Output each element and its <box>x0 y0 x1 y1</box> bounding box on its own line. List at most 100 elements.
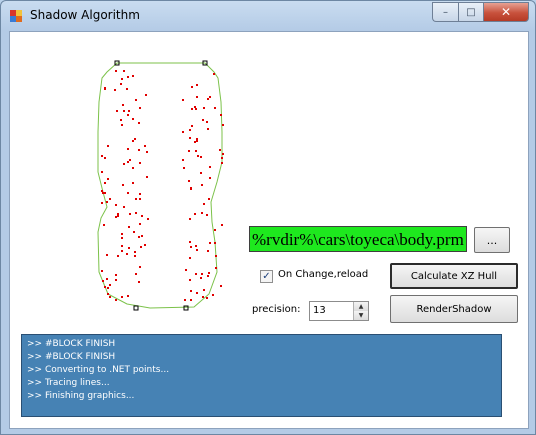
mesh-point <box>106 278 108 280</box>
mesh-point <box>129 213 131 215</box>
mesh-point <box>104 157 106 159</box>
spin-down-icon[interactable]: ▼ <box>354 311 368 320</box>
log-line: >> Finishing graphics... <box>27 390 501 403</box>
mesh-point <box>127 76 129 78</box>
mesh-point <box>109 198 111 200</box>
mesh-point <box>106 254 108 256</box>
mesh-point <box>190 188 192 190</box>
mesh-point <box>128 226 130 228</box>
mesh-point <box>138 122 140 124</box>
mesh-point <box>101 270 103 272</box>
mesh-point <box>200 172 202 174</box>
mesh-point <box>191 108 193 110</box>
mesh-point <box>132 167 134 169</box>
mesh-point <box>208 272 210 274</box>
mesh-point <box>139 162 141 164</box>
mesh-point <box>141 235 143 237</box>
mesh-point <box>128 247 130 249</box>
mesh-point <box>213 73 215 75</box>
mesh-point <box>126 253 128 255</box>
mesh-point <box>220 114 222 116</box>
mesh-point <box>206 121 208 123</box>
mesh-point <box>104 286 106 288</box>
mesh-point <box>140 246 142 248</box>
mesh-point <box>109 284 111 286</box>
mesh-point <box>144 145 146 147</box>
mesh-point <box>222 124 224 126</box>
mesh-point <box>104 192 106 194</box>
mesh-point <box>221 162 223 164</box>
mesh-point <box>139 198 141 200</box>
mesh-point <box>206 297 208 299</box>
mesh-point <box>207 250 209 252</box>
mesh-point <box>139 223 141 225</box>
mesh-point <box>138 149 140 151</box>
precision-spin[interactable]: ▲ ▼ <box>353 302 368 320</box>
mesh-point <box>132 75 134 77</box>
mesh-point <box>196 292 198 294</box>
mesh-point <box>194 213 196 215</box>
window-title: Shadow Algorithm <box>30 8 140 22</box>
mesh-point <box>189 218 191 220</box>
mesh-point <box>203 289 205 291</box>
mesh-point <box>123 206 125 208</box>
title-bar[interactable]: Shadow Algorithm – □ ✕ <box>1 1 535 31</box>
mesh-point <box>117 215 119 217</box>
mesh-point <box>128 110 130 112</box>
mesh-point <box>201 212 203 214</box>
browse-button[interactable]: ... <box>474 227 510 253</box>
mesh-point <box>196 96 198 98</box>
mesh-point <box>115 279 117 281</box>
file-path-display[interactable]: %rvdir%\cars\toyeca\body.prm <box>249 226 467 252</box>
mesh-point <box>127 192 129 194</box>
render-shadow-button[interactable]: RenderShadow <box>390 295 518 323</box>
log-line: >> #BLOCK FINISH <box>27 351 501 364</box>
mesh-point <box>189 137 191 139</box>
mesh-point <box>123 110 125 112</box>
mesh-point <box>188 150 190 152</box>
mesh-point <box>121 296 123 298</box>
mesh-point <box>121 245 123 247</box>
minimize-button[interactable]: – <box>432 2 458 22</box>
mesh-point <box>222 153 224 155</box>
mesh-point <box>121 233 123 235</box>
mesh-point <box>115 299 117 301</box>
reload-checkbox[interactable]: ✓ <box>260 270 273 283</box>
mesh-point <box>145 94 147 96</box>
mesh-point <box>101 171 103 173</box>
precision-value[interactable]: 13 <box>313 305 326 316</box>
mesh-point <box>191 86 193 88</box>
mesh-point <box>189 279 191 281</box>
log-line: >> Converting to .NET points... <box>27 364 501 377</box>
mesh-point <box>139 193 141 195</box>
mesh-point <box>188 180 190 182</box>
log-line: >> #BLOCK FINISH <box>27 338 501 351</box>
mesh-point <box>135 273 137 275</box>
precision-stepper[interactable]: 13 ▲ ▼ <box>309 301 369 321</box>
mesh-point <box>195 108 197 110</box>
mesh-point <box>102 280 104 282</box>
mesh-point <box>132 118 134 120</box>
mesh-point <box>134 138 136 140</box>
mesh-point <box>115 204 117 206</box>
mesh-point <box>221 224 223 226</box>
mesh-point <box>129 159 131 161</box>
mesh-point <box>135 198 137 200</box>
calculate-hull-button[interactable]: Calculate XZ Hull <box>390 263 518 289</box>
mesh-point <box>123 70 125 72</box>
spin-up-icon[interactable]: ▲ <box>354 302 368 311</box>
mesh-point <box>122 104 124 106</box>
reload-label[interactable]: On Change,reload <box>278 269 368 280</box>
mesh-point <box>147 218 149 220</box>
mesh-point <box>117 255 119 257</box>
mesh-point <box>127 295 129 297</box>
maximize-button[interactable]: □ <box>458 2 483 22</box>
mesh-point <box>209 242 211 244</box>
mesh-point <box>196 84 198 86</box>
mesh-point <box>120 83 122 85</box>
mesh-point <box>107 145 109 147</box>
close-button[interactable]: ✕ <box>483 2 529 22</box>
mesh-point <box>190 246 192 248</box>
mesh-point <box>139 266 141 268</box>
mesh-point <box>127 148 129 150</box>
